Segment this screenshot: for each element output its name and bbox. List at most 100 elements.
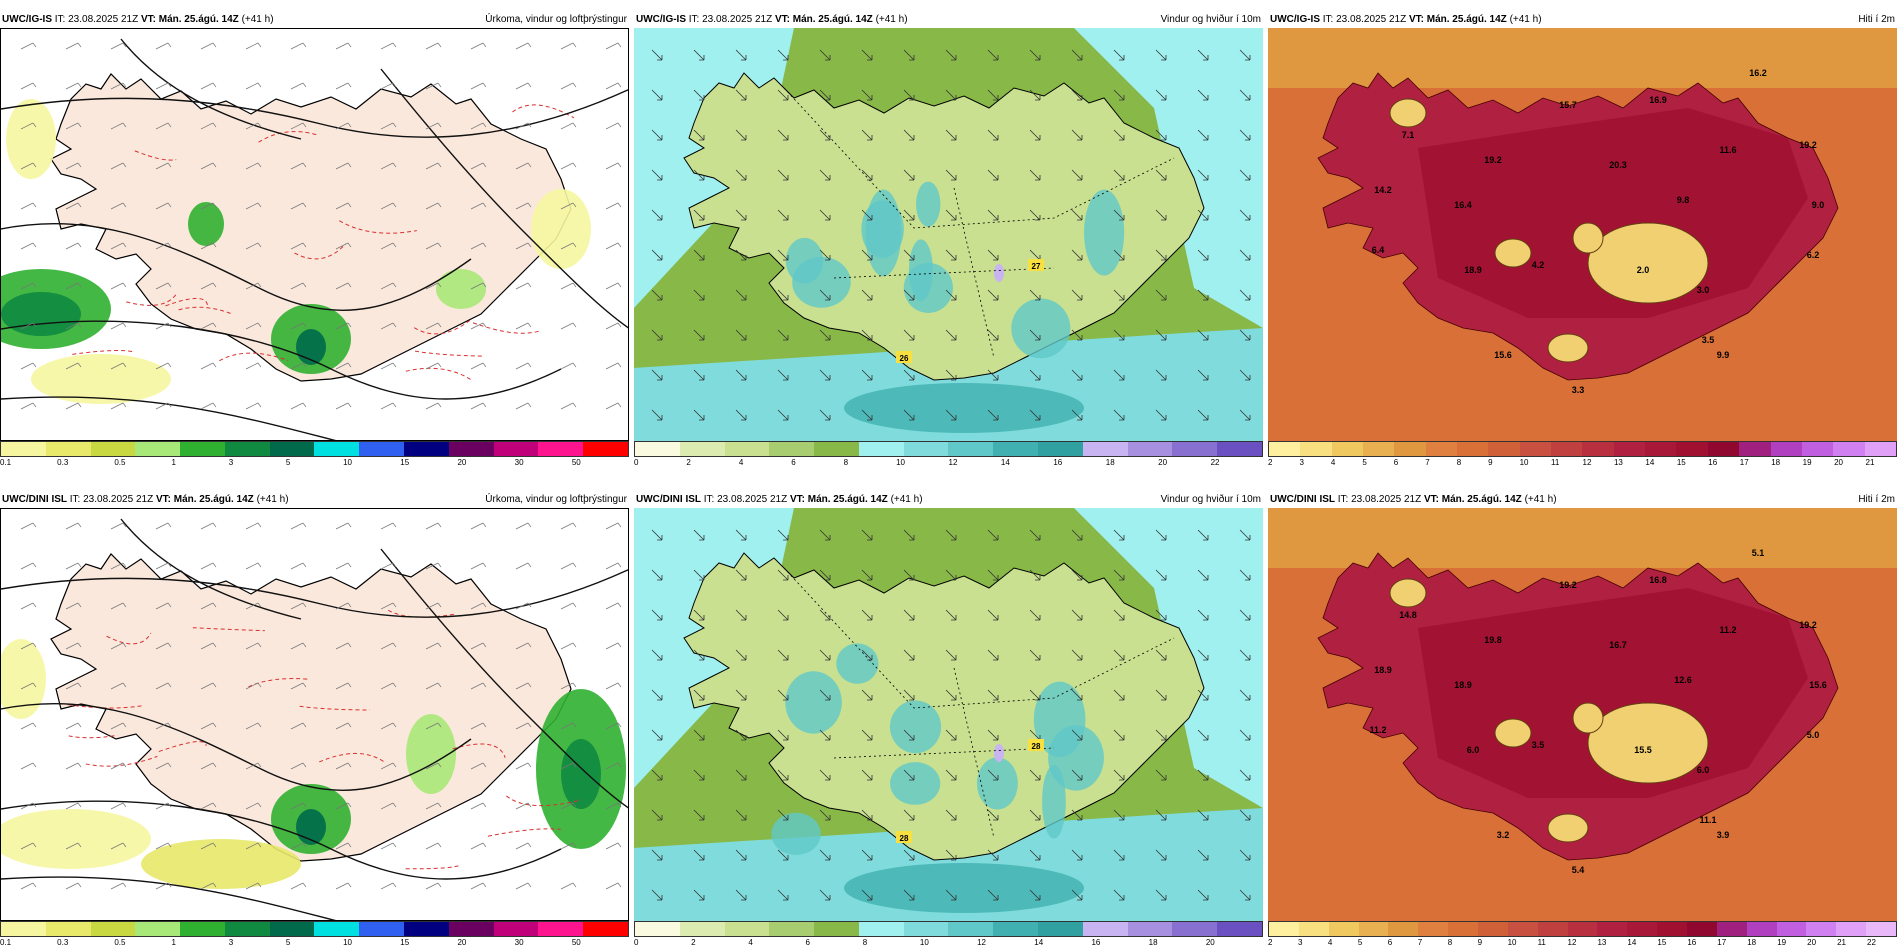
legend-swatch bbox=[135, 922, 181, 936]
legend-tick: 10 bbox=[1519, 458, 1529, 467]
init-label: IT: bbox=[1337, 494, 1349, 505]
legend-swatch bbox=[404, 442, 449, 456]
legend-tick: 2 bbox=[686, 458, 691, 467]
init-time: 23.08.2025 21Z bbox=[1351, 494, 1422, 505]
legend-tick: 8 bbox=[843, 458, 849, 467]
model-name: UWC/IG-IS bbox=[2, 14, 52, 25]
legend-tick: 10 bbox=[1507, 938, 1517, 947]
legend-tick: 20 bbox=[1205, 938, 1215, 947]
lead-time: (+41 h) bbox=[256, 494, 289, 505]
temperature-label: 20.3 bbox=[1609, 160, 1627, 170]
legend-tick: 0 bbox=[634, 938, 639, 947]
legend-swatch bbox=[1448, 922, 1479, 936]
temperature-label: 18.9 bbox=[1374, 665, 1392, 675]
valid-time: Mán. 25.ágú. 14Z bbox=[807, 494, 888, 505]
legend-swatch bbox=[1038, 922, 1083, 936]
legend-swatch bbox=[269, 922, 315, 936]
temperature-label: 12.6 bbox=[1674, 675, 1692, 685]
legend-swatch bbox=[1707, 442, 1740, 456]
legend-swatch bbox=[993, 922, 1039, 936]
map-canvas: 27 26 bbox=[634, 28, 1263, 441]
legend-tick: 6 bbox=[1393, 458, 1399, 467]
legend-tick: 20 bbox=[457, 458, 467, 467]
legend-tick: 14 bbox=[1034, 938, 1044, 947]
legend-tick: 10 bbox=[919, 938, 929, 947]
init-label: IT: bbox=[69, 494, 81, 505]
legend-tick: 17 bbox=[1739, 458, 1749, 467]
legend-tick: 19 bbox=[1802, 458, 1812, 467]
model-name: UWC/DINI ISL bbox=[2, 494, 67, 505]
legend-swatch bbox=[1217, 442, 1262, 456]
legend-swatch bbox=[583, 922, 628, 936]
legend-tick: 1 bbox=[171, 458, 176, 467]
legend-swatch bbox=[448, 922, 494, 936]
legend-swatch bbox=[1172, 922, 1218, 936]
legend-tick: 7 bbox=[1425, 458, 1430, 467]
legend-swatch bbox=[1551, 442, 1583, 456]
temperature-label: 7.1 bbox=[1402, 130, 1415, 140]
legend-tick: 16 bbox=[1708, 458, 1718, 467]
legend-tick: 20 bbox=[1807, 938, 1817, 947]
legend-tick: 30 bbox=[514, 938, 524, 947]
temperature-label: 6.0 bbox=[1467, 745, 1480, 755]
init-label: IT: bbox=[1322, 14, 1334, 25]
color-legend bbox=[1268, 441, 1897, 457]
map-panel-precip: UWC/IG-IS IT: 23.08.2025 21Z VT: Mán. 25… bbox=[0, 10, 629, 470]
legend-swatch bbox=[1627, 922, 1658, 936]
legend-swatch bbox=[679, 442, 725, 456]
legend-swatch bbox=[1657, 922, 1688, 936]
legend-swatch bbox=[948, 922, 994, 936]
temperature-label: 3.5 bbox=[1532, 740, 1545, 750]
temperature-label: 6.4 bbox=[1372, 245, 1385, 255]
legend-tick: 30 bbox=[514, 458, 524, 467]
forecast-map bbox=[0, 28, 629, 441]
map-panel-wind: UWC/DINI ISL IT: 23.08.2025 21Z VT: Mán.… bbox=[634, 490, 1263, 950]
panel-header: UWC/DINI ISL IT: 23.08.2025 21Z VT: Mán.… bbox=[2, 492, 627, 508]
legend-tick: 15 bbox=[400, 458, 410, 467]
legend-swatch bbox=[858, 442, 904, 456]
legend-swatch bbox=[1687, 922, 1717, 936]
temperature-label: 3.5 bbox=[1702, 335, 1715, 345]
panel-title: Hiti í 2m bbox=[1858, 494, 1895, 505]
legend-tick: 5 bbox=[1362, 458, 1367, 467]
panel-title: Úrkoma, vindur og loftþrýstingur bbox=[485, 14, 627, 25]
valid-label: VT: bbox=[155, 494, 171, 505]
legend-swatch bbox=[538, 442, 584, 456]
panel-title: Vindur og hviður í 10m bbox=[1160, 494, 1261, 505]
legend-ticks: 2 3 4 5 6 7 8 9 10 11 12 13 14 15 16 17 18 19 20 21 22 bbox=[1268, 938, 1897, 950]
legend-swatch bbox=[538, 922, 584, 936]
legend-tick: 10 bbox=[896, 458, 905, 467]
temperature-label: 6.2 bbox=[1807, 250, 1820, 260]
legend-tick: 2 bbox=[1268, 458, 1273, 467]
legend-tick: 22 bbox=[1867, 938, 1876, 947]
legend-tick: 4 bbox=[748, 938, 753, 947]
temperature-label: 19.2 bbox=[1799, 140, 1817, 150]
legend-swatch bbox=[45, 442, 91, 456]
map-panel-temp: UWC/IG-IS IT: 23.08.2025 21Z VT: Mán. 25… bbox=[1268, 10, 1897, 470]
legend-tick: 8 bbox=[862, 938, 868, 947]
legend-swatch bbox=[135, 442, 181, 456]
color-legend bbox=[0, 921, 629, 937]
legend-swatch bbox=[903, 922, 949, 936]
legend-tick: 18 bbox=[1747, 938, 1757, 947]
legend-swatch bbox=[679, 922, 725, 936]
legend-swatch bbox=[1801, 442, 1834, 456]
legend-tick: 5 bbox=[285, 458, 291, 467]
legend-swatch bbox=[1645, 442, 1677, 456]
run-info: UWC/IG-IS IT: 23.08.2025 21Z VT: Mán. 25… bbox=[2, 12, 274, 28]
legend-swatch bbox=[180, 442, 225, 456]
temperature-label: 16.7 bbox=[1609, 640, 1627, 650]
legend-swatch bbox=[858, 922, 904, 936]
temperature-label: 11.1 bbox=[1699, 815, 1716, 825]
lead-time: (+41 h) bbox=[1509, 14, 1542, 25]
temperature-label: 16.8 bbox=[1649, 575, 1667, 585]
temperature-label: 9.8 bbox=[1677, 195, 1690, 205]
valid-time: Mán. 25.ágú. 14Z bbox=[1441, 494, 1522, 505]
legend-tick: 12 bbox=[1567, 938, 1577, 947]
legend-swatch bbox=[1358, 922, 1389, 936]
legend-swatch bbox=[1582, 442, 1614, 456]
init-time: 23.08.2025 21Z bbox=[68, 14, 139, 25]
panel-header: UWC/IG-IS IT: 23.08.2025 21Z VT: Mán. 25… bbox=[1270, 12, 1895, 28]
legend-swatch bbox=[1507, 922, 1538, 936]
legend-swatch bbox=[314, 442, 360, 456]
